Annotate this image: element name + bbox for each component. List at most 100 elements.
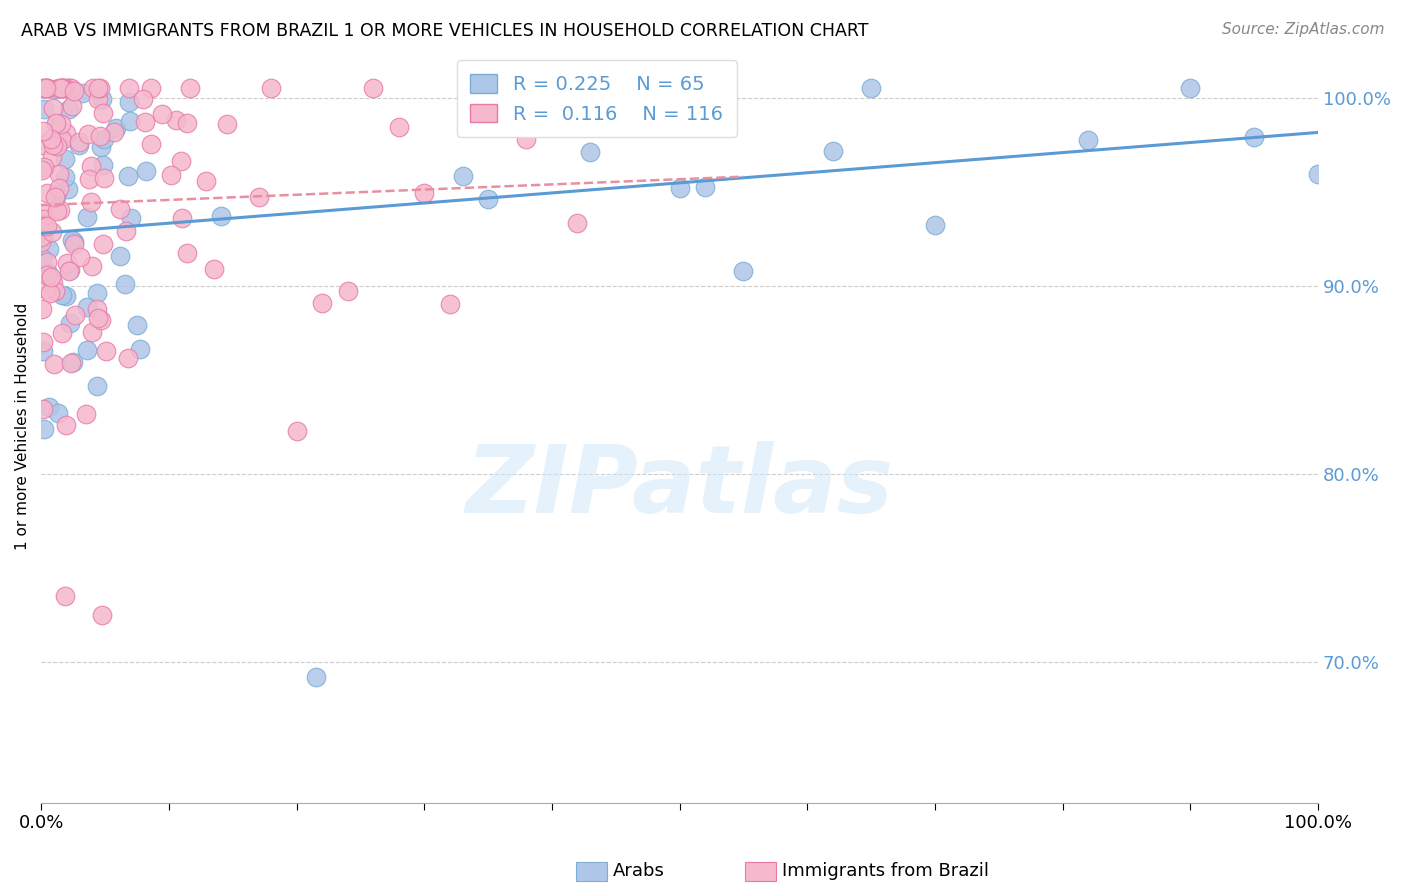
Point [41,277,63,291]
Point [89,128,111,143]
Point [135,164,157,178]
Point [51,81,73,95]
Point [89,81,111,95]
Point [37,266,59,280]
Point [35,81,58,95]
Point [80,159,103,173]
Point [58,316,80,330]
Text: ZIPatlas: ZIPatlas [465,441,894,533]
Point [134,115,156,129]
Point [91,158,114,172]
Point [117,169,139,183]
Point [45,187,67,202]
Point [55,127,77,141]
Point [48,180,70,194]
Point [35,81,58,95]
Point [58,81,80,95]
Point [37,268,59,282]
Point [477,192,499,206]
Point [86,378,108,392]
Point [38,242,60,256]
Point [63,236,86,251]
Point [413,186,436,201]
Point [55,152,77,166]
Point [202,262,225,277]
Point [38,286,60,301]
Point [35,282,58,296]
Point [93,170,115,185]
Point [695,180,717,194]
Point [75,407,97,421]
Point [51,132,73,146]
Point [91,92,114,106]
Point [285,424,308,438]
Point [49,81,72,95]
Point [1180,81,1202,95]
Point [630,81,652,95]
Point [139,81,162,95]
Point [118,95,141,110]
Point [87,311,110,326]
Point [567,216,589,230]
Point [336,284,359,298]
Point [165,112,187,127]
Point [53,81,76,95]
Point [35,81,58,95]
Point [52,81,75,95]
Point [56,181,79,195]
Point [42,101,65,115]
Point [32,219,55,233]
Text: Arabs: Arabs [613,863,665,880]
Point [117,351,139,365]
Point [38,401,60,415]
Point [120,211,142,226]
Point [41,132,63,146]
Point [924,218,946,232]
Point [82,81,104,95]
Point [91,237,114,252]
Point [62,354,84,368]
Point [32,205,55,219]
Point [32,160,55,174]
Point [46,138,69,153]
Point [141,136,163,151]
Point [451,169,474,184]
Point [30,235,52,249]
Point [361,81,384,95]
Point [55,289,77,303]
Point [60,81,83,95]
Point [860,81,883,95]
Text: ARAB VS IMMIGRANTS FROM BRAZIL 1 OR MORE VEHICLES IN HOUSEHOLD CORRELATION CHART: ARAB VS IMMIGRANTS FROM BRAZIL 1 OR MORE… [21,22,869,40]
Point [32,81,55,95]
Point [76,301,98,315]
Point [311,296,333,310]
Point [115,224,138,238]
Point [41,225,63,239]
Point [59,355,82,369]
Point [55,170,77,185]
Point [51,288,73,302]
Point [439,297,461,311]
Text: Source: ZipAtlas.com: Source: ZipAtlas.com [1222,22,1385,37]
Point [46,406,69,420]
Point [31,81,53,95]
Point [77,172,100,186]
Point [51,81,73,95]
Point [72,86,94,100]
Point [37,186,59,201]
Point [31,163,53,178]
Point [31,301,53,316]
Point [30,229,52,244]
Point [69,250,91,264]
Point [32,211,55,226]
Point [42,137,65,152]
Point [42,357,65,371]
Point [45,117,67,131]
Point [464,110,486,124]
Point [51,131,73,145]
Point [76,343,98,358]
Point [125,318,148,332]
Point [58,102,80,116]
Point [87,81,110,95]
Point [209,209,232,223]
